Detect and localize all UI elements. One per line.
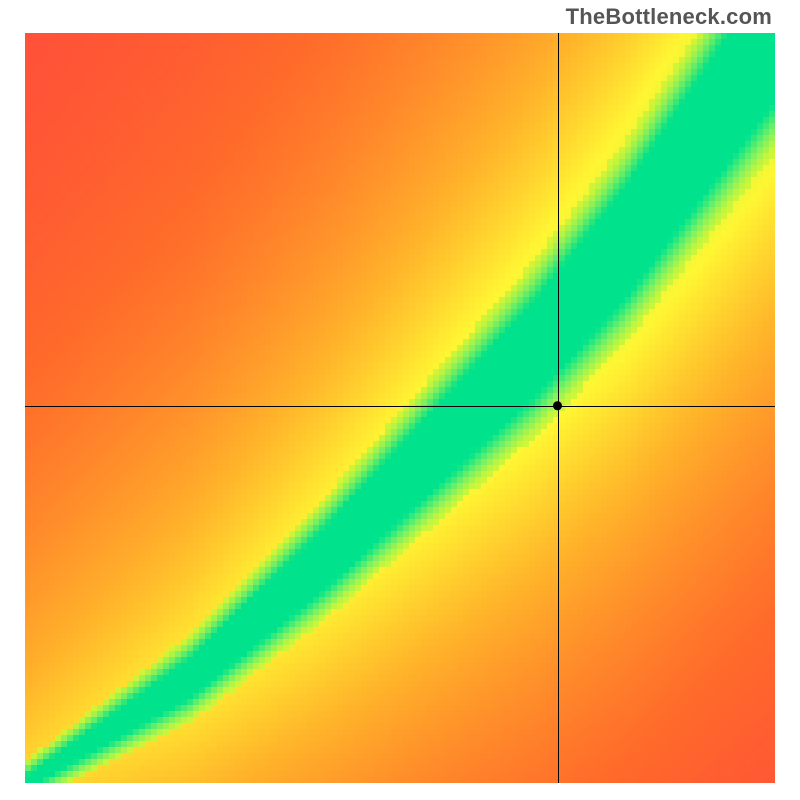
chart-container: { "attribution": { "text": "TheBottlenec… [0, 0, 800, 800]
crosshair-overlay [0, 0, 800, 800]
attribution-text: TheBottleneck.com [566, 4, 772, 30]
